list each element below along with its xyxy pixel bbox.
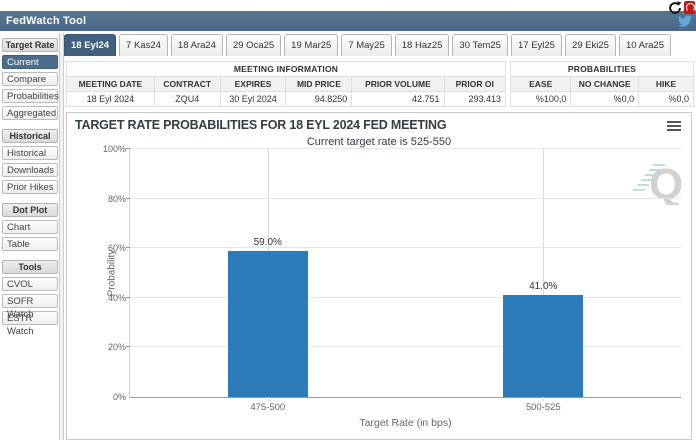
col-no-change: NO CHANGE: [570, 76, 640, 92]
twitter-icon[interactable]: [678, 14, 692, 28]
col-prior-oi: PRIOR OI: [443, 76, 507, 92]
meeting-info-title: MEETING INFORMATION: [66, 61, 506, 77]
x-tick-label: 475-500: [250, 402, 286, 413]
probabilities-table: PROBABILITIES EASE NO CHANGE HIKE %100,0…: [509, 61, 694, 107]
app-title: FedWatch Tool: [6, 15, 87, 27]
sidebar-splitter[interactable]: [59, 33, 64, 440]
tab-meeting-2[interactable]: 18 Ara24: [170, 34, 223, 56]
gridline: [130, 148, 681, 149]
tab-meeting-6[interactable]: 18 Haz25: [394, 34, 450, 56]
tab-meeting-3[interactable]: 29 Oca25: [225, 34, 282, 56]
ease-value: %100,0: [509, 91, 572, 107]
svg-text:Q: Q: [649, 160, 683, 205]
y-axis-title: Probability: [106, 249, 118, 297]
col-expires: EXPIRES: [219, 76, 287, 92]
table-row: %100,0 %0,0 %0,0: [509, 91, 694, 107]
sidebar-header-target-rate: Target Rate: [2, 38, 58, 52]
sidebar-item-table[interactable]: Table: [2, 237, 58, 251]
col-hike: HIKE: [638, 76, 694, 92]
sidebar-item-cvol[interactable]: CVOL: [2, 277, 58, 291]
y-tick-label: 100%: [102, 144, 126, 154]
col-ease: EASE: [509, 76, 572, 92]
bar-500-525: 41.0%: [503, 149, 584, 397]
meeting-tabbar: 18 Eyl24 7 Kas24 18 Ara24 29 Oca25 19 Ma…: [64, 34, 671, 57]
bar-value-label: 59.0%: [253, 236, 282, 248]
prior-volume-value: 42.751: [351, 91, 445, 107]
contract-value: ZQU4: [153, 91, 221, 107]
tab-meeting-8[interactable]: 17 Eyl25: [510, 34, 562, 56]
gridline: [130, 247, 681, 249]
sidebar-item-historical[interactable]: Historical: [2, 146, 58, 160]
table-row: 18 Eyl 2024 ZQU4 30 Eyl 2024 94.8250 42.…: [66, 91, 507, 107]
x-axis-title: Target Rate (in bps): [359, 417, 452, 429]
tab-meeting-10[interactable]: 10 Ara25: [618, 34, 671, 56]
gridline: [130, 346, 681, 348]
tab-meeting-5[interactable]: 7 May25: [341, 34, 392, 56]
chart-title: TARGET RATE PROBABILITIES FOR 18 EYL 202…: [75, 118, 447, 132]
meeting-date-value: 18 Eyl 2024: [66, 91, 155, 107]
tab-meeting-7[interactable]: 30 Tem25: [452, 34, 508, 56]
gridline: [130, 296, 681, 298]
sidebar: Target Rate Current Compare Probabilitie…: [2, 38, 59, 337]
sidebar-item-probabilities[interactable]: Probabilities: [2, 89, 59, 103]
chart-subtitle: Current target rate is 525-550: [306, 136, 452, 148]
y-tick-label: 80%: [107, 193, 126, 204]
y-tick: [126, 148, 130, 149]
sidebar-item-downloads[interactable]: Downloads: [2, 163, 58, 177]
probabilities-title: PROBABILITIES: [510, 61, 694, 77]
tab-meeting-1[interactable]: 7 Kas24: [119, 34, 168, 56]
titlebar: FedWatch Tool: [0, 11, 696, 31]
y-tick-label: 20%: [107, 342, 126, 353]
sidebar-item-aggregated[interactable]: Aggregated: [2, 106, 58, 120]
mid-price-value: 94.8250: [285, 91, 353, 107]
pdf-icon[interactable]: [684, 1, 695, 14]
sidebar-item-compare[interactable]: Compare: [2, 72, 58, 86]
sidebar-item-chart[interactable]: Chart: [2, 220, 58, 234]
no-change-value: %0,0: [570, 91, 640, 107]
col-meeting-date: MEETING DATE: [66, 76, 155, 92]
expires-value: 30 Eyl 2024: [219, 91, 287, 107]
tab-meeting-9[interactable]: 29 Eki25: [564, 34, 616, 56]
refresh-icon[interactable]: [668, 1, 682, 15]
y-tick-label: 60%: [107, 243, 126, 254]
y-tick: [126, 346, 130, 348]
bar: [227, 250, 308, 397]
sidebar-item-prior-hikes[interactable]: Prior Hikes: [2, 180, 58, 194]
col-contract: CONTRACT: [153, 76, 221, 92]
chart-panel: TARGET RATE PROBABILITIES FOR 18 EYL 202…: [66, 112, 692, 440]
top-icon-group: [668, 1, 695, 15]
meeting-information-table: MEETING INFORMATION MEETING DATE CONTRAC…: [66, 61, 507, 107]
x-tick-label: 500-525: [525, 402, 561, 413]
hike-value: %0,0: [638, 91, 694, 107]
sidebar-item-estr-watch[interactable]: ESTR Watch: [2, 311, 58, 337]
sidebar-header-tools: Tools: [2, 260, 58, 274]
chart-menu-icon[interactable]: [667, 121, 681, 133]
sidebar-header-dot-plot: Dot Plot: [2, 203, 58, 217]
sidebar-item-sofr-watch[interactable]: SOFR Watch: [2, 294, 58, 320]
col-prior-volume: PRIOR VOLUME: [351, 76, 445, 92]
tab-meeting-4[interactable]: 19 Mar25: [284, 34, 339, 56]
sidebar-header-historical: Historical: [2, 129, 58, 143]
y-tick-label: 40%: [107, 292, 126, 303]
bar: [503, 295, 584, 397]
quikstrike-watermark-icon: Q: [633, 160, 683, 205]
bar-475-500: 59.0%: [227, 149, 308, 397]
gridline: [130, 197, 681, 199]
prior-oi-value: 293.413: [443, 91, 507, 107]
bar-value-label: 41.0%: [529, 281, 558, 293]
col-mid-price: MID PRICE: [285, 76, 353, 92]
y-tick: [126, 247, 130, 249]
gridline: [543, 149, 545, 401]
info-tables: MEETING INFORMATION MEETING DATE CONTRAC…: [66, 61, 694, 107]
tab-meeting-0[interactable]: 18 Eyl24: [64, 34, 117, 56]
y-tick: [126, 296, 130, 298]
y-tick-label: 0%: [112, 392, 126, 402]
sidebar-item-current[interactable]: Current: [2, 55, 58, 69]
y-tick: [126, 197, 130, 199]
plot-area: 0% 20% 40% 60% 80% 100% Probability 59.0…: [103, 144, 681, 429]
